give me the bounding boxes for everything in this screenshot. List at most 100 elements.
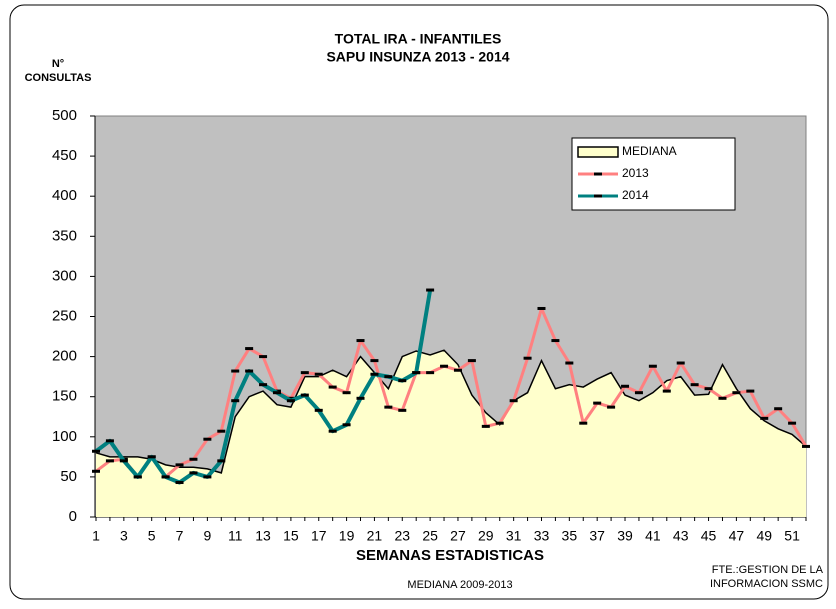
y-tick-label: 250 bbox=[52, 307, 77, 324]
footnote: MEDIANA 2009-2013 bbox=[407, 579, 512, 591]
legend-marker bbox=[594, 172, 602, 176]
x-tick-label: 11 bbox=[228, 528, 243, 544]
marker bbox=[384, 375, 393, 379]
marker bbox=[523, 356, 532, 360]
marker bbox=[412, 371, 421, 375]
y-tick-label: 450 bbox=[52, 147, 77, 164]
x-tick-label: 1 bbox=[92, 528, 100, 544]
marker bbox=[231, 369, 240, 373]
y-tick-label: 150 bbox=[52, 388, 77, 405]
legend-label: 2013 bbox=[622, 166, 649, 180]
marker bbox=[314, 372, 323, 376]
marker bbox=[802, 444, 810, 448]
y-tick-label: 50 bbox=[60, 468, 77, 485]
marker bbox=[300, 393, 309, 397]
marker bbox=[551, 339, 560, 343]
x-tick-label: 29 bbox=[478, 528, 494, 544]
marker bbox=[161, 475, 170, 479]
x-tick-label: 45 bbox=[701, 528, 717, 544]
marker bbox=[453, 368, 462, 372]
chart-subtitle: SAPU INSUNZA 2013 - 2014 bbox=[326, 49, 509, 65]
marker bbox=[593, 401, 602, 405]
marker bbox=[286, 399, 295, 403]
y-tick-label: 100 bbox=[52, 428, 77, 445]
marker bbox=[384, 405, 393, 409]
marker bbox=[356, 396, 365, 400]
marker bbox=[690, 383, 699, 387]
marker bbox=[370, 372, 379, 376]
marker bbox=[537, 306, 546, 310]
area bbox=[96, 350, 806, 517]
marker bbox=[746, 389, 755, 393]
legend-label: MEDIANA bbox=[622, 144, 677, 158]
x-tick-label: 9 bbox=[203, 528, 211, 544]
y-axis-label: N° bbox=[52, 58, 64, 70]
legend-label: 2014 bbox=[622, 188, 649, 202]
x-tick-label: 27 bbox=[450, 528, 466, 544]
marker bbox=[300, 371, 309, 375]
x-tick-label: 51 bbox=[784, 528, 800, 544]
y-tick-label: 200 bbox=[52, 348, 77, 365]
marker bbox=[92, 449, 100, 453]
marker bbox=[398, 379, 407, 383]
y-tick-label: 350 bbox=[52, 227, 77, 244]
marker bbox=[175, 463, 184, 467]
marker bbox=[509, 399, 518, 403]
marker bbox=[133, 475, 142, 479]
marker bbox=[440, 364, 449, 368]
marker bbox=[621, 384, 630, 388]
x-tick-label: 43 bbox=[673, 528, 689, 544]
y-tick-label: 0 bbox=[69, 508, 77, 525]
x-tick-label: 33 bbox=[534, 528, 550, 544]
x-tick-label: 47 bbox=[729, 528, 745, 544]
marker bbox=[774, 407, 783, 411]
x-tick-label: 49 bbox=[756, 528, 772, 544]
legend-marker bbox=[594, 194, 602, 198]
source: FTE.:GESTION DE LA bbox=[712, 564, 824, 576]
x-tick-label: 13 bbox=[255, 528, 271, 544]
marker bbox=[328, 385, 337, 389]
marker bbox=[245, 347, 254, 351]
y-tick-label: 500 bbox=[52, 107, 77, 124]
x-tick-label: 35 bbox=[562, 528, 578, 544]
marker bbox=[189, 457, 198, 461]
y-tick-label: 300 bbox=[52, 267, 77, 284]
marker bbox=[342, 423, 351, 427]
marker bbox=[704, 387, 713, 391]
marker bbox=[147, 455, 156, 459]
marker bbox=[760, 416, 769, 420]
marker bbox=[634, 391, 643, 395]
x-axis-label: SEMANAS ESTADISTICAS bbox=[356, 547, 544, 564]
marker bbox=[92, 469, 100, 473]
x-tick-label: 17 bbox=[311, 528, 327, 544]
marker bbox=[119, 459, 128, 463]
marker bbox=[732, 391, 741, 395]
marker bbox=[175, 481, 184, 485]
marker bbox=[105, 439, 114, 443]
marker bbox=[676, 361, 685, 365]
chart-title: TOTAL IRA - INFANTILES bbox=[335, 31, 502, 47]
marker bbox=[662, 389, 671, 393]
marker bbox=[203, 475, 212, 479]
x-tick-label: 41 bbox=[645, 528, 661, 544]
marker bbox=[398, 408, 407, 412]
marker bbox=[426, 371, 435, 375]
x-tick-label: 15 bbox=[283, 528, 299, 544]
y-tick-label: 400 bbox=[52, 187, 77, 204]
x-tick-label: 25 bbox=[422, 528, 438, 544]
marker bbox=[217, 459, 226, 463]
legend-swatch bbox=[577, 146, 619, 158]
x-tick-label: 3 bbox=[120, 528, 128, 544]
marker bbox=[189, 471, 198, 475]
marker bbox=[231, 399, 240, 403]
x-tick-label: 39 bbox=[617, 528, 633, 544]
marker bbox=[648, 364, 657, 368]
marker bbox=[342, 391, 351, 395]
marker bbox=[565, 361, 574, 365]
marker bbox=[579, 421, 588, 425]
marker bbox=[328, 429, 337, 433]
marker bbox=[217, 429, 226, 433]
marker bbox=[481, 424, 490, 428]
marker bbox=[105, 459, 114, 463]
marker bbox=[607, 405, 616, 409]
